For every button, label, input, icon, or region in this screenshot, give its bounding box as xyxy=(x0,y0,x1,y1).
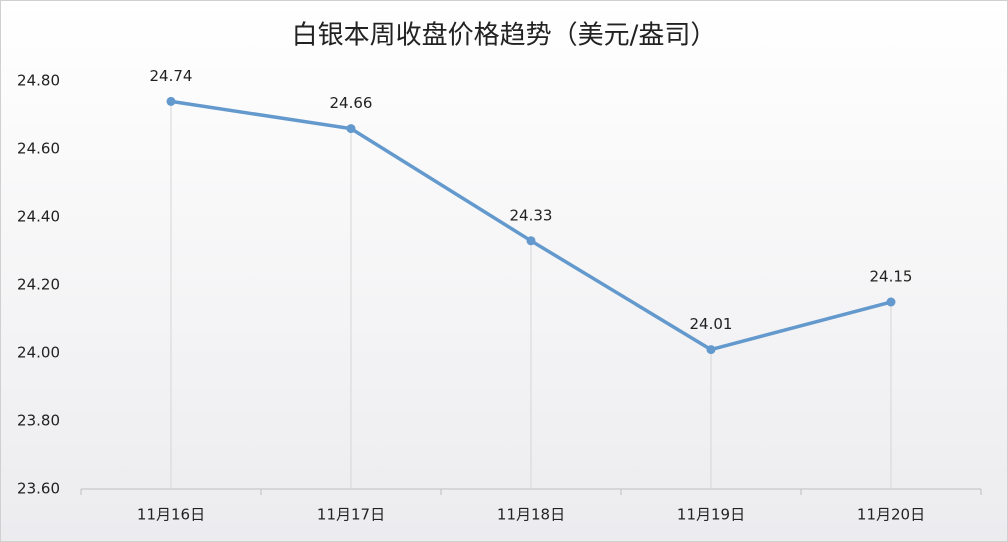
y-tick-label: 24.00 xyxy=(17,344,60,362)
y-tick-label: 24.40 xyxy=(17,208,60,226)
data-label: 24.15 xyxy=(870,268,913,286)
y-tick-label: 24.60 xyxy=(17,140,60,158)
x-tick-label: 11月20日 xyxy=(857,506,925,524)
chart-title: 白银本周收盘价格趋势（美元/盎司） xyxy=(292,21,717,51)
x-tick-label: 11月19日 xyxy=(677,506,745,524)
point xyxy=(346,124,356,134)
point xyxy=(166,96,176,106)
y-tick-label: 23.60 xyxy=(17,480,60,498)
data-label: 24.33 xyxy=(510,206,553,224)
point xyxy=(886,297,896,307)
data-label: 24.74 xyxy=(150,67,193,85)
y-tick-label: 24.20 xyxy=(17,276,60,294)
data-label: 24.66 xyxy=(330,94,373,112)
x-tick-label: 11月18日 xyxy=(497,506,565,524)
point xyxy=(706,345,716,355)
y-tick-label: 23.80 xyxy=(17,412,60,430)
y-tick-label: 24.80 xyxy=(17,72,60,90)
x-tick-label: 11月16日 xyxy=(137,506,205,524)
x-tick-label: 11月17日 xyxy=(317,506,385,524)
point xyxy=(526,236,536,246)
data-label: 24.01 xyxy=(690,315,733,333)
